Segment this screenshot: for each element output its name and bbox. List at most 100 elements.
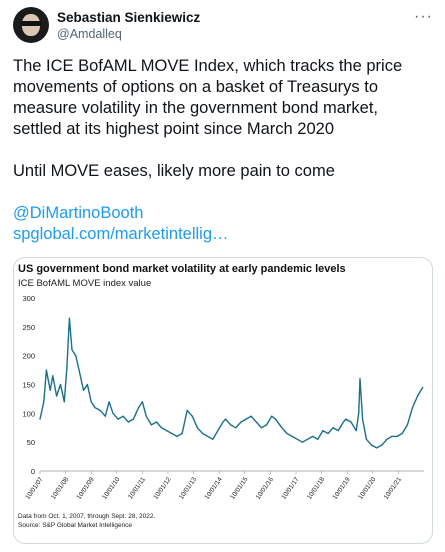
data-point [255, 421, 257, 423]
more-options-icon[interactable]: ··· [414, 8, 433, 25]
data-point [63, 401, 65, 403]
data-point [161, 427, 163, 429]
data-point [411, 406, 414, 409]
data-point [322, 430, 324, 432]
data-point [417, 395, 419, 397]
data-point [406, 424, 408, 426]
author-name[interactable]: Sebastian Sienkiewicz [57, 10, 201, 25]
x-tick-label: 10/01/21 [383, 476, 403, 501]
data-point [337, 430, 339, 432]
data-point [79, 372, 81, 374]
avatar[interactable] [13, 7, 49, 43]
data-point [108, 401, 110, 403]
data-point [196, 427, 199, 429]
data-point [66, 366, 68, 368]
data-point [68, 317, 71, 319]
data-point [359, 378, 361, 380]
data-point [401, 432, 403, 435]
x-tick-label: 10/01/19 [332, 476, 352, 501]
data-point [39, 418, 41, 420]
tweet-line: settled at its highest point since March… [13, 120, 335, 138]
x-tick-label: 10/01/15 [229, 476, 249, 501]
author-handle[interactable]: @Amdalleq [57, 27, 122, 41]
tweet-text: The ICE BofAML MOVE Index, which tracks … [13, 56, 433, 245]
chart-title: US government bond market volatility at … [18, 263, 346, 275]
data-point [265, 424, 268, 426]
data-point [191, 415, 193, 417]
data-point [155, 421, 158, 423]
data-point [327, 432, 329, 435]
x-tick-label: 10/01/14 [204, 476, 224, 501]
data-point [235, 427, 237, 429]
data-point [396, 435, 398, 437]
chart-footnote: Data from Oct. 1, 2007, through Sept. 28… [18, 513, 156, 520]
data-point [381, 444, 383, 446]
y-tick-label: 100 [22, 409, 35, 418]
data-point [43, 401, 45, 403]
data-point [317, 438, 319, 440]
data-point [365, 438, 367, 440]
data-point [176, 435, 178, 437]
data-point [350, 421, 352, 423]
data-point [274, 418, 277, 420]
data-point [145, 415, 147, 417]
tweet-line: measure volatility in the government bon… [13, 99, 379, 117]
data-point [312, 435, 314, 437]
data-point [212, 438, 214, 440]
url-link[interactable]: spglobal.com/marketintellig… [13, 225, 229, 243]
avatar-sunglasses [21, 21, 41, 26]
data-point [56, 395, 58, 397]
data-point [59, 383, 62, 386]
data-point [99, 409, 101, 412]
data-point [291, 435, 293, 437]
data-point [52, 375, 54, 377]
mention-link[interactable]: @DiMartinoBooth [13, 204, 144, 222]
y-tick-label: 200 [22, 352, 35, 361]
data-point [127, 421, 129, 423]
x-tick-label: 10/01/08 [50, 476, 70, 501]
data-point [207, 435, 209, 437]
data-point [250, 415, 252, 417]
data-point [240, 421, 242, 423]
data-point [345, 418, 347, 420]
data-point [332, 427, 334, 429]
data-point [181, 432, 183, 435]
data-point [150, 424, 152, 426]
data-point [225, 418, 227, 420]
y-tick-label: 0 [31, 467, 35, 476]
data-point [104, 415, 106, 417]
data-point [82, 389, 85, 391]
data-point [361, 418, 364, 420]
data-point [286, 432, 288, 435]
data-point [306, 438, 309, 440]
y-tick-label: 250 [22, 323, 35, 332]
data-point [94, 406, 96, 409]
data-point [281, 427, 283, 429]
data-point [201, 432, 204, 435]
data-point [112, 412, 114, 414]
series-line [39, 317, 424, 449]
tweet-line-2: Until MOVE eases, likely more pain to co… [13, 162, 335, 180]
data-point [117, 418, 119, 420]
data-point [358, 412, 360, 414]
chart-source: Source: S&P Global Market Intelligence [18, 522, 133, 529]
data-point [45, 369, 47, 371]
y-tick-label: 150 [22, 381, 35, 390]
x-tick-label: 10/01/20 [357, 476, 377, 501]
data-point [49, 389, 51, 391]
x-tick-label: 10/01/17 [280, 476, 300, 501]
data-point [166, 430, 168, 432]
y-tick-label: 50 [27, 438, 35, 447]
data-point [90, 401, 92, 403]
data-point [230, 424, 232, 426]
data-point [296, 438, 298, 440]
tweet-line: The ICE BofAML MOVE Index, which tracks … [13, 57, 403, 75]
data-point [301, 441, 303, 443]
data-point [71, 349, 73, 351]
data-point [342, 421, 344, 423]
chart-card[interactable]: US government bond market volatility at … [13, 257, 433, 544]
tweet-line: movements of options on a basket of Trea… [13, 78, 379, 96]
data-point [137, 406, 140, 409]
data-point [245, 418, 247, 420]
